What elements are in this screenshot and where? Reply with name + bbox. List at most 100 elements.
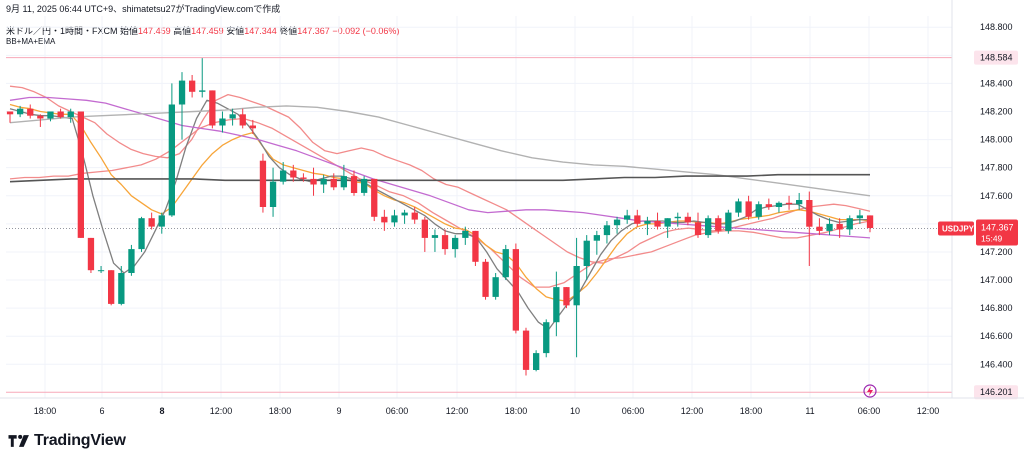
candle xyxy=(654,212,661,230)
candle xyxy=(816,218,823,236)
candle-body xyxy=(806,200,813,227)
candle xyxy=(27,104,34,119)
candle xyxy=(603,221,611,244)
candle-body xyxy=(694,222,702,235)
candle-body xyxy=(644,221,651,224)
candle-body xyxy=(371,178,378,217)
price-tick-label: 146.400 xyxy=(980,359,1013,369)
candle xyxy=(735,198,742,217)
candle xyxy=(664,218,671,238)
time-tick-label: 6 xyxy=(99,406,104,416)
candle-body xyxy=(259,160,267,207)
candle-body xyxy=(634,215,641,224)
candle xyxy=(502,244,509,281)
candle xyxy=(77,111,84,238)
time-tick-label: 18:00 xyxy=(505,406,528,416)
lightning-icon-bolt xyxy=(867,386,873,396)
candle-body xyxy=(47,111,54,119)
candle-body xyxy=(148,218,155,227)
candle xyxy=(634,209,641,227)
candle-body xyxy=(421,219,428,238)
candle-body xyxy=(280,170,287,182)
candle-body xyxy=(239,114,246,126)
candle-body xyxy=(715,218,722,231)
candle-body xyxy=(492,277,499,297)
high-value: 147.459 xyxy=(191,26,224,36)
candle xyxy=(553,271,560,337)
candle xyxy=(705,215,712,238)
tradingview-logo-icon xyxy=(8,434,29,447)
candle-body xyxy=(522,330,530,370)
candle xyxy=(846,215,853,236)
brand: TradingView xyxy=(8,432,126,450)
indicator-label[interactable]: BB+MA+EMA xyxy=(6,37,56,46)
candle-body xyxy=(350,176,358,193)
last-price-tag xyxy=(976,219,1018,246)
candle xyxy=(199,58,206,98)
candle-body xyxy=(229,114,236,119)
candle xyxy=(441,229,449,255)
candle-body xyxy=(97,270,105,272)
candle xyxy=(715,215,722,234)
candle-body xyxy=(108,270,115,304)
candle-body xyxy=(310,178,317,185)
candle xyxy=(320,174,327,193)
candle xyxy=(67,108,74,123)
candle-body xyxy=(37,115,44,119)
candle-body xyxy=(502,249,509,278)
candle-body xyxy=(593,235,600,241)
time-tick-label: 06:00 xyxy=(858,406,881,416)
candle-body xyxy=(290,170,297,178)
candle-body xyxy=(856,215,863,219)
candle xyxy=(361,176,368,196)
candle xyxy=(340,164,347,191)
candle xyxy=(482,258,489,300)
time-tick-label: 12:00 xyxy=(210,406,233,416)
candle-body xyxy=(775,202,783,207)
candle xyxy=(624,209,631,224)
candle-body xyxy=(189,80,196,92)
price-tick-label: 147.600 xyxy=(980,191,1013,201)
candle-body xyxy=(472,230,479,262)
candle xyxy=(563,287,570,309)
candle-body xyxy=(269,181,277,207)
candle xyxy=(118,265,125,306)
candle-body xyxy=(745,201,752,217)
candle-body xyxy=(128,249,135,273)
candle xyxy=(836,218,843,238)
candle xyxy=(785,195,793,210)
candle xyxy=(613,216,621,234)
level-tag xyxy=(974,385,1018,400)
candle-body xyxy=(765,204,772,207)
candle xyxy=(381,209,388,231)
candle-body xyxy=(613,219,621,226)
candle xyxy=(108,270,115,306)
open-label: 始値 xyxy=(120,26,139,36)
time-tick-label: 18:00 xyxy=(269,406,292,416)
symbol-tag xyxy=(938,221,974,236)
low-value: 147.344 xyxy=(244,26,277,36)
candle xyxy=(522,327,530,376)
time-tick-label: 12:00 xyxy=(681,406,704,416)
candle xyxy=(310,167,317,196)
time-tick-label: 8 xyxy=(159,406,164,416)
candle-body xyxy=(846,218,853,230)
candle-body xyxy=(836,223,843,230)
price-tick-label: 148.200 xyxy=(980,107,1013,117)
candle xyxy=(189,74,196,98)
candle xyxy=(280,162,287,185)
candle-body xyxy=(543,322,550,354)
price-tick-label: 147.800 xyxy=(980,163,1013,173)
high-label: 高値 xyxy=(173,26,192,36)
level-tag xyxy=(974,50,1018,65)
level-tag-label: 146.201 xyxy=(980,387,1013,397)
candle xyxy=(47,111,54,122)
candle-body xyxy=(77,111,84,238)
candle-body xyxy=(462,230,469,238)
candle xyxy=(725,209,732,234)
candle xyxy=(239,108,246,129)
candle-body xyxy=(249,125,256,129)
candle-body xyxy=(573,266,580,306)
candle-body xyxy=(57,111,64,118)
